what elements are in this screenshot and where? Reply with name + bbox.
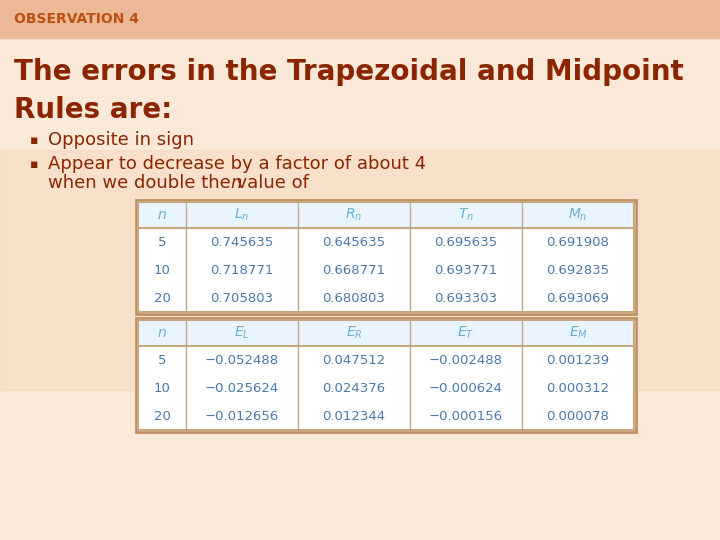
- Text: 0.745635: 0.745635: [210, 235, 274, 248]
- Text: 0.012344: 0.012344: [323, 409, 386, 422]
- Text: $n$: $n$: [157, 326, 167, 340]
- Text: $E_L$: $E_L$: [234, 325, 250, 341]
- Text: 20: 20: [153, 409, 171, 422]
- Text: n: n: [230, 174, 241, 192]
- Text: Appear to decrease by a factor of about 4: Appear to decrease by a factor of about …: [48, 155, 426, 173]
- Text: $n$: $n$: [157, 208, 167, 222]
- Text: 20: 20: [153, 292, 171, 305]
- Text: 5: 5: [158, 235, 166, 248]
- Text: 0.645635: 0.645635: [323, 235, 386, 248]
- Text: $E_R$: $E_R$: [346, 325, 362, 341]
- Text: 0.000312: 0.000312: [546, 381, 610, 395]
- Text: 5: 5: [158, 354, 166, 367]
- Text: 0.668771: 0.668771: [323, 264, 386, 276]
- Text: 0.693771: 0.693771: [434, 264, 498, 276]
- Bar: [138, 202, 634, 312]
- Text: $M_n$: $M_n$: [568, 207, 588, 223]
- FancyBboxPatch shape: [136, 200, 636, 314]
- Text: when we double the value of: when we double the value of: [48, 174, 315, 192]
- Text: 0.691908: 0.691908: [546, 235, 609, 248]
- Text: $R_n$: $R_n$: [346, 207, 363, 223]
- Text: 0.024376: 0.024376: [323, 381, 386, 395]
- Text: 0.000078: 0.000078: [546, 409, 609, 422]
- Text: 0.693069: 0.693069: [546, 292, 609, 305]
- Text: $T_n$: $T_n$: [458, 207, 474, 223]
- Text: $E_T$: $E_T$: [457, 325, 474, 341]
- Text: 0.047512: 0.047512: [323, 354, 386, 367]
- Text: −0.000624: −0.000624: [429, 381, 503, 395]
- Text: 0.718771: 0.718771: [210, 264, 274, 276]
- Text: 10: 10: [153, 264, 171, 276]
- Text: 0.692835: 0.692835: [546, 264, 610, 276]
- Text: Opposite in sign: Opposite in sign: [48, 131, 194, 149]
- Text: −0.000156: −0.000156: [429, 409, 503, 422]
- Text: 0.705803: 0.705803: [210, 292, 274, 305]
- Bar: [138, 320, 634, 346]
- Text: −0.012656: −0.012656: [205, 409, 279, 422]
- Text: $E_M$: $E_M$: [569, 325, 588, 341]
- Text: 0.693303: 0.693303: [434, 292, 498, 305]
- Text: ▪: ▪: [30, 133, 38, 146]
- Text: 10: 10: [153, 381, 171, 395]
- Text: The errors in the Trapezoidal and Midpoint: The errors in the Trapezoidal and Midpoi…: [14, 58, 684, 86]
- Bar: [0, 0, 720, 38]
- Bar: [0, 150, 720, 390]
- Bar: [138, 320, 634, 430]
- Text: ▪: ▪: [30, 158, 38, 171]
- Text: $L_n$: $L_n$: [235, 207, 250, 223]
- Text: −0.025624: −0.025624: [205, 381, 279, 395]
- Text: −0.052488: −0.052488: [205, 354, 279, 367]
- Text: 0.695635: 0.695635: [434, 235, 498, 248]
- FancyBboxPatch shape: [136, 318, 636, 432]
- Text: −0.002488: −0.002488: [429, 354, 503, 367]
- Text: Rules are:: Rules are:: [14, 96, 172, 124]
- Text: 0.680803: 0.680803: [323, 292, 385, 305]
- Text: 0.001239: 0.001239: [546, 354, 610, 367]
- Text: OBSERVATION 4: OBSERVATION 4: [14, 12, 139, 26]
- Bar: [138, 202, 634, 228]
